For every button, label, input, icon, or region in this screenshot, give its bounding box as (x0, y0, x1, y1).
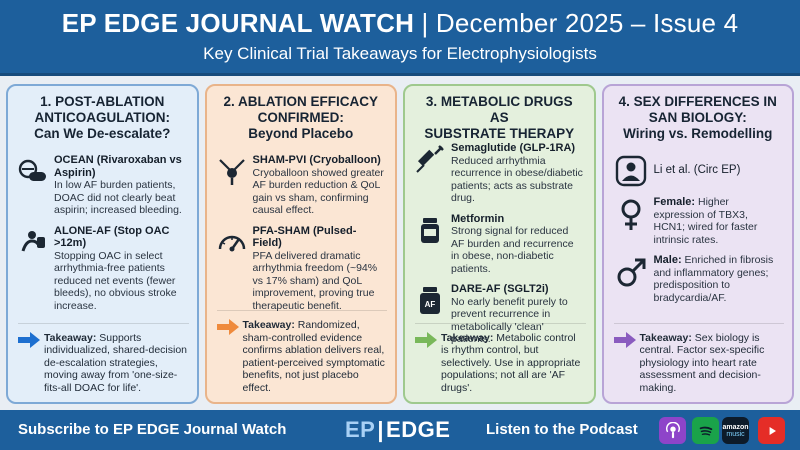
takeaway: Takeaway: Supports individualized, share… (18, 322, 189, 395)
takeaway: Takeaway: Randomized, sham-controlled ev… (216, 310, 387, 394)
trial-summary: PFA delivered dramatic arrhythmia freedo… (252, 249, 378, 312)
trial-summary: In low AF burden patients, DOAC did not … (54, 179, 182, 216)
takeaway-label: Takeaway: (639, 331, 692, 344)
sex-summary: Higher expression of TBX3, HCN1; wired f… (653, 196, 758, 246)
card-metabolic-drugs: 3. METABOLIC DRUGS AS SUBSTRATE THERAPY … (403, 84, 596, 404)
takeaway-label: Takeaway: (441, 331, 494, 344)
takeaway-text: Metabolic control is rhythm control, but… (441, 331, 581, 394)
card-title-line: 1. POST-ABLATION (40, 94, 165, 109)
syringe-icon (415, 144, 445, 205)
listen-label: Listen to the Podcast (486, 421, 638, 438)
amazon-label: amazon (722, 423, 749, 431)
card-title: 3. METABOLIC DRUGS AS SUBSTRATE THERAPY (415, 94, 584, 146)
card-title-line: 2. ABLATION EFFICACY (223, 94, 379, 109)
arrow-right-icon (613, 331, 636, 395)
study-name: Li et al. (Circ EP) (653, 163, 741, 176)
card-title-line: SUBSTRATE THERAPY (424, 126, 575, 141)
trial-summary: Strong signal for reduced AF burden and … (451, 225, 574, 275)
pill-bottle-icon (415, 215, 445, 276)
pills-icon (18, 156, 48, 217)
amazon-music-icon[interactable]: amazon music (722, 417, 749, 444)
cryoballoon-icon (217, 156, 247, 217)
sex-label: Female: (653, 196, 696, 208)
trial-item: PFA-SHAM (Pulsed-Field) PFA delivered dr… (217, 225, 386, 313)
person-icon (614, 154, 648, 188)
stop-hand-icon (18, 227, 48, 313)
page-subtitle: Key Clinical Trial Takeaways for Electro… (203, 44, 597, 63)
takeaway: Takeaway: Sex biology is central. Factor… (613, 322, 784, 395)
trial-summary: Reduced arrhythmia recurrence in obese/d… (451, 154, 583, 205)
trial-name: PFA-SHAM (Pulsed-Field) (252, 224, 357, 250)
trial-item: Semaglutide (GLP-1RA) Reduced arrhythmia… (415, 142, 584, 205)
cards-row: 1. POST-ABLATION ANTICOAGULATION: Can We… (6, 84, 794, 404)
sex-label: Male: (653, 254, 682, 266)
trial-name: ALONE-AF (Stop OAC >12m) (54, 224, 170, 250)
logo-separator: | (377, 417, 385, 442)
af-pill-bottle-icon: AF (415, 285, 445, 346)
apple-podcasts-icon[interactable] (659, 417, 686, 444)
trial-summary: No early benefit purely to prevent recur… (451, 295, 568, 346)
card-title-line: CONFIRMED: (257, 110, 344, 125)
card-title-line: Can We De-escalate? (34, 126, 171, 141)
music-label: music (726, 430, 745, 438)
trial-item: Female: Higher expression of TBX3, HCN1;… (614, 196, 783, 246)
takeaway-text: Sex biology is central. Factor sex-speci… (639, 331, 765, 394)
page-title: EP EDGE JOURNAL WATCH | December 2025 – … (0, 0, 800, 38)
takeaway-label: Takeaway: (242, 319, 295, 331)
trial-item: Li et al. (Circ EP) (614, 152, 783, 188)
issue-label: | December 2025 – Issue 4 (421, 8, 739, 38)
youtube-icon[interactable] (758, 417, 785, 444)
spotify-icon[interactable] (692, 417, 719, 444)
subscribe-link[interactable]: Subscribe to EP EDGE Journal Watch (18, 421, 287, 438)
takeaway-text: Randomized, sham-controlled evidence con… (242, 319, 385, 394)
sex-summary: Enriched in fibrosis and inflammatory ge… (653, 254, 774, 304)
takeaway-text: Supports individualized, shared-decision… (44, 331, 188, 394)
ep-edge-logo: EP|EDGE (345, 417, 450, 443)
trial-item: Metformin Strong signal for reduced AF b… (415, 213, 584, 276)
trial-item: OCEAN (Rivaroxaban vs Aspirin) In low AF… (18, 154, 187, 217)
arrow-right-icon (216, 319, 239, 394)
logo-edge: EDGE (386, 417, 451, 442)
card-sex-differences: 4. SEX DIFFERENCES IN SAN BIOLOGY: Wirin… (601, 84, 794, 404)
af-badge: AF (425, 300, 436, 309)
takeaway-label: Takeaway: (44, 331, 97, 344)
male-symbol-icon (614, 256, 648, 304)
card-anticoagulation: 1. POST-ABLATION ANTICOAGULATION: Can We… (6, 84, 199, 404)
card-ablation-efficacy: 2. ABLATION EFFICACY CONFIRMED: Beyond P… (204, 84, 397, 404)
trial-item: SHAM-PVI (Cryoballoon) Cryoballoon showe… (217, 154, 386, 217)
gauge-icon (217, 227, 247, 313)
takeaway: Takeaway: Metabolic control is rhythm co… (415, 322, 586, 395)
trial-item: AF DARE-AF (SGLT2i) No early benefit pur… (415, 283, 584, 346)
footer-bar: Subscribe to EP EDGE Journal Watch EP|ED… (0, 410, 800, 450)
card-title: 4. SEX DIFFERENCES IN SAN BIOLOGY: Wirin… (614, 94, 783, 146)
journal-title: EP EDGE JOURNAL WATCH (61, 8, 415, 38)
card-title-line: SAN BIOLOGY: (648, 110, 747, 125)
card-title-line: Wiring vs. Remodelling (623, 126, 773, 141)
trial-name: DARE-AF (SGLT2i) (451, 283, 549, 295)
card-title: 1. POST-ABLATION ANTICOAGULATION: Can We… (18, 94, 187, 146)
card-title-line: 4. SEX DIFFERENCES IN (618, 94, 777, 109)
card-title-line: 3. METABOLIC DRUGS AS (425, 94, 573, 125)
female-symbol-icon (614, 198, 648, 246)
trial-item: ALONE-AF (Stop OAC >12m) Stopping OAC in… (18, 225, 187, 313)
trial-summary: Stopping OAC in select arrhythmia-free p… (54, 249, 177, 312)
arrow-right-icon (18, 331, 40, 395)
trial-name: SHAM-PVI (Cryoballoon) (252, 154, 381, 166)
header-banner: EP EDGE JOURNAL WATCH | December 2025 – … (0, 0, 800, 76)
trial-name: Semaglutide (GLP-1RA) (451, 142, 576, 154)
trial-summary: Cryoballoon showed greater AF burden red… (252, 166, 384, 217)
card-title: 2. ABLATION EFFICACY CONFIRMED: Beyond P… (217, 94, 386, 146)
arrow-right-icon (415, 331, 437, 395)
trial-name: Metformin (451, 212, 505, 225)
trial-name: OCEAN (Rivaroxaban vs Aspirin) (54, 154, 182, 179)
trial-item: Male: Enriched in fibrosis and inflammat… (614, 254, 783, 304)
card-title-line: ANTICOAGULATION: (34, 110, 170, 125)
logo-ep: EP (345, 417, 376, 442)
card-title-line: Beyond Placebo (248, 126, 354, 141)
